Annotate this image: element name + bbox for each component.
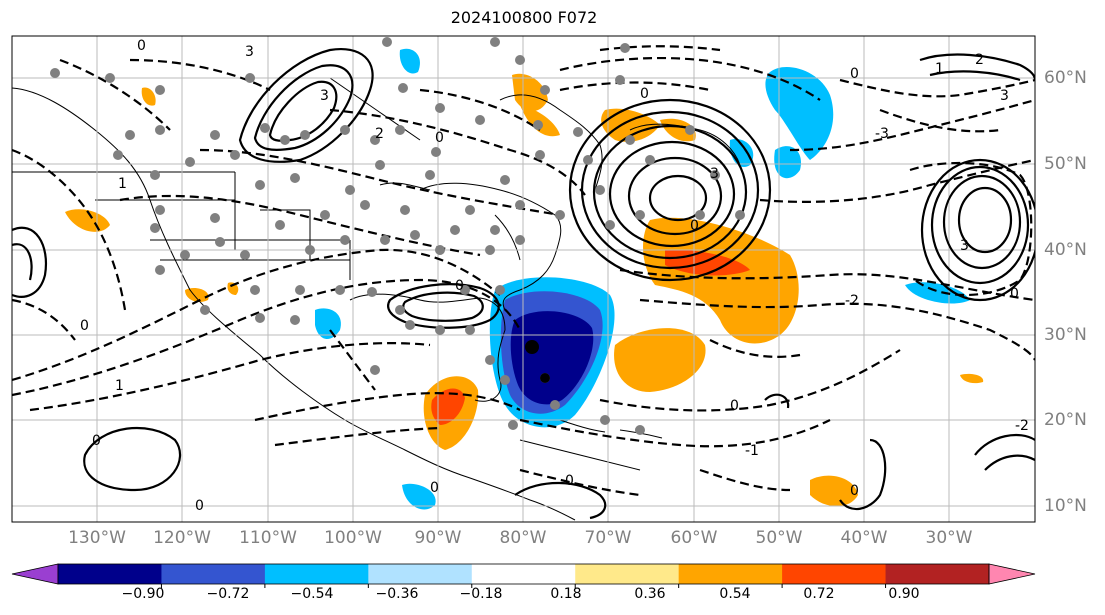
colorbar-tick: −0.54 <box>290 586 334 602</box>
contour-label: 1 <box>935 61 944 77</box>
station-dot-highlight <box>525 340 539 354</box>
contour-label: -1 <box>745 443 759 459</box>
negative-shading <box>510 311 594 405</box>
contour-label: 0 <box>435 130 444 146</box>
lon-label: 70°W <box>584 528 632 548</box>
colorbar-segment <box>678 564 783 584</box>
contour-label: 2 <box>975 52 984 68</box>
positive-shading <box>65 209 110 232</box>
contour-label: -2 <box>845 293 859 309</box>
positive-shading <box>601 108 660 142</box>
lon-label: 80°W <box>499 528 547 548</box>
negative-contours <box>12 45 1035 497</box>
contour-label: 0 <box>430 480 439 496</box>
colorbar-tick: −0.72 <box>206 586 250 602</box>
contour-label: 0 <box>195 498 204 514</box>
lon-label: 120°W <box>153 528 211 548</box>
contour-label: 3 <box>710 166 719 182</box>
contour-label: 0 <box>730 398 739 414</box>
map-title: 2024100800 F072 <box>450 8 598 27</box>
contour-label: 0 <box>850 483 859 499</box>
contour-label: 2 <box>375 126 384 142</box>
contour-label: 0 <box>565 473 574 489</box>
contour-label: 3 <box>1000 88 1009 104</box>
colorbar-segment <box>575 564 680 584</box>
lat-label: 10°N <box>1044 496 1087 516</box>
map-layers <box>12 36 1035 522</box>
lon-label: 60°W <box>670 528 718 548</box>
lon-label: 90°W <box>414 528 462 548</box>
negative-shading <box>315 308 341 340</box>
positive-shading <box>643 217 799 344</box>
lon-label: 30°W <box>925 528 973 548</box>
colorbar-segment <box>782 564 887 584</box>
colorbar-segment <box>368 564 473 584</box>
positive-shading <box>810 475 858 507</box>
colorbar-segment <box>471 564 576 584</box>
contour-label: 0 <box>455 278 464 294</box>
lon-label: 100°W <box>324 528 382 548</box>
colorbar-tick: 0.90 <box>888 586 920 602</box>
contour-label: 3 <box>320 88 329 104</box>
lon-label: 50°W <box>755 528 803 548</box>
positive-shading <box>185 288 209 302</box>
station-dots <box>50 37 745 435</box>
map-frame <box>11 35 1036 523</box>
colorbar-segment <box>161 564 266 584</box>
lat-label: 50°N <box>1044 154 1087 174</box>
lat-label: 60°N <box>1044 68 1087 88</box>
station-dot-highlight <box>540 373 550 383</box>
positive-contours <box>12 47 1035 520</box>
colorbar-tick: −0.90 <box>121 586 165 602</box>
positive-shading <box>227 282 239 295</box>
contour-label: 0 <box>850 66 859 82</box>
colorbar-segment <box>885 564 990 584</box>
colorbar-tick: 0.18 <box>550 586 582 602</box>
positive-shading <box>431 388 465 425</box>
negative-shading <box>399 48 420 74</box>
negative-shading <box>402 483 436 510</box>
lat-label: 30°N <box>1044 325 1087 345</box>
contour-label: 3 <box>960 238 969 254</box>
colorbar-tick: 0.36 <box>634 586 666 602</box>
contour-label: 0 <box>92 433 101 449</box>
colorbar-extend-low <box>11 563 59 585</box>
lat-label: 20°N <box>1044 410 1087 430</box>
colorbar-frame <box>57 563 990 585</box>
contour-label: 1 <box>118 176 127 192</box>
contour-label: 3 <box>245 44 254 60</box>
shaded-fields <box>65 48 984 510</box>
colorbar-extend-high <box>988 563 1036 585</box>
negative-shading <box>905 282 970 304</box>
lon-label: 110°W <box>239 528 297 548</box>
positive-shading <box>960 373 984 384</box>
colorbar-segment <box>58 564 162 584</box>
negative-shading <box>765 66 834 160</box>
colorbar-tick: 0.72 <box>803 586 835 602</box>
lon-label: 40°W <box>840 528 888 548</box>
negative-shading <box>774 146 801 179</box>
positive-shading <box>141 87 156 106</box>
contour-label: 1 <box>115 378 124 394</box>
positive-shading <box>512 73 548 112</box>
contour-label: 0 <box>690 218 699 234</box>
contour-label: 0 <box>1010 286 1019 302</box>
contour-labels: 0 3 3 2 0 0 0 1 2 3 -3 -2 3 0 0 -1 0 0 0… <box>80 38 1029 514</box>
colorbar-tick: −0.18 <box>459 586 503 602</box>
contour-label: -3 <box>875 126 889 142</box>
lat-label: 40°N <box>1044 240 1087 260</box>
colorbar-tick: 0.54 <box>719 586 751 602</box>
positive-shading <box>614 328 706 392</box>
contour-label: 0 <box>640 86 649 102</box>
colorbar <box>11 563 1036 588</box>
contour-label: -2 <box>1015 418 1029 434</box>
contour-label: 0 <box>80 318 89 334</box>
colorbar-tick: −0.36 <box>375 586 419 602</box>
lon-label: 130°W <box>68 528 126 548</box>
colorbar-segment <box>264 564 369 584</box>
contour-label: 0 <box>137 38 146 54</box>
